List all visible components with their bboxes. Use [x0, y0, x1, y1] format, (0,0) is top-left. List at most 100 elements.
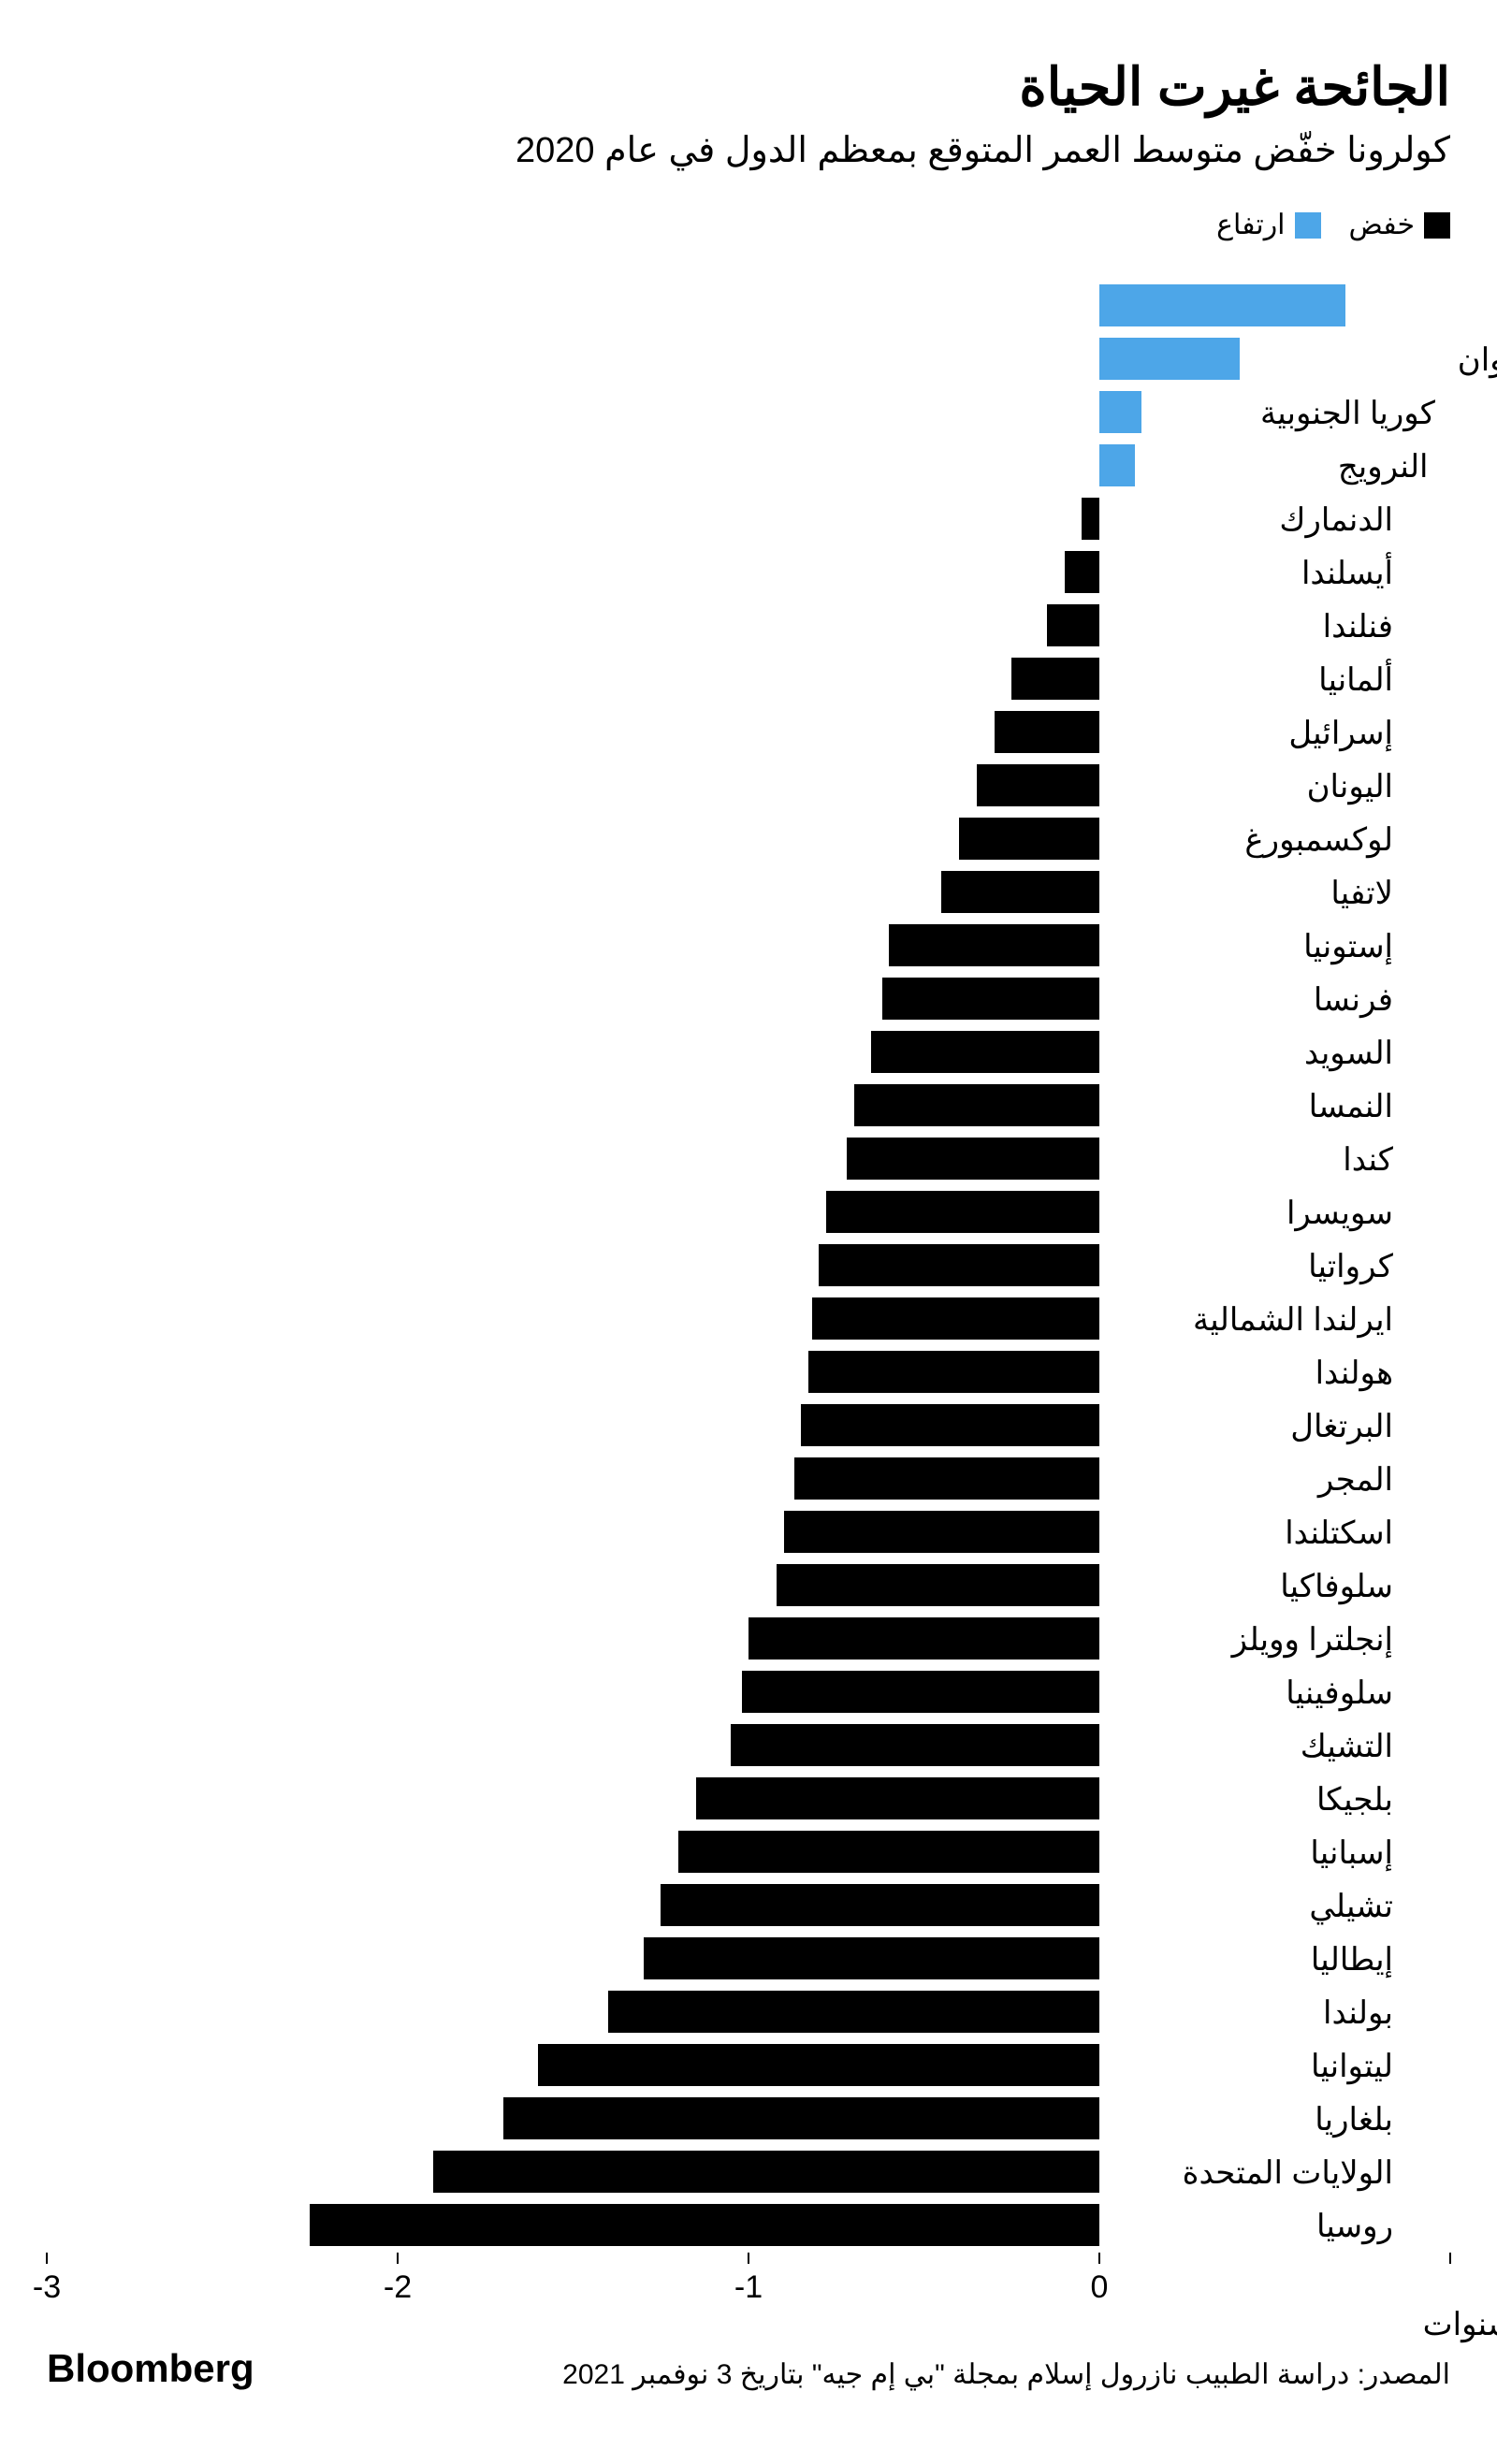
bar — [801, 1404, 1099, 1446]
bar — [854, 1084, 1100, 1126]
bar — [1047, 604, 1099, 646]
country-label: تشيلي — [1112, 1888, 1393, 1925]
bar-row: روسيا — [47, 2198, 1450, 2252]
bar-row: إستونيا — [47, 919, 1450, 972]
bar — [503, 2097, 1100, 2139]
country-label: النمسا — [1112, 1088, 1393, 1125]
country-label: إيطاليا — [1112, 1941, 1393, 1978]
bar — [1099, 338, 1240, 380]
bar-row: أيسلندا — [47, 545, 1450, 599]
bar — [1011, 658, 1099, 700]
country-label: بولندا — [1112, 1994, 1393, 2032]
x-tick-label: -2 — [384, 2269, 412, 2306]
bar-row: النمسا — [47, 1079, 1450, 1132]
country-label: أيسلندا — [1112, 555, 1393, 592]
x-tick-mark — [1098, 2253, 1100, 2264]
legend-swatch-increase — [1295, 212, 1321, 239]
country-label: الولايات المتحدة — [1112, 2154, 1393, 2192]
bar-row: اسكتلندا — [47, 1505, 1450, 1558]
bar-row: ليتوانيا — [47, 2038, 1450, 2092]
bar — [310, 2204, 1099, 2246]
country-label: سويسرا — [1112, 1195, 1393, 1232]
chart-title: الجائحة غيرت الحياة — [47, 56, 1450, 118]
bar — [812, 1297, 1100, 1340]
bar — [661, 1884, 1099, 1926]
bar-row: تشيلي — [47, 1878, 1450, 1932]
bar-row: المجر — [47, 1452, 1450, 1505]
bar-row: الدنمارك — [47, 492, 1450, 545]
footer: المصدر: دراسة الطبيب نازرول إسلام بمجلة … — [47, 2346, 1450, 2391]
bar — [1099, 284, 1345, 326]
source-text: المصدر: دراسة الطبيب نازرول إسلام بمجلة … — [562, 2358, 1450, 2391]
bar-row: بلغاريا — [47, 2092, 1450, 2145]
bar-row: كوريا الجنوبية — [47, 385, 1450, 439]
legend: خفض ارتفاع — [47, 209, 1450, 241]
x-tick-mark — [46, 2253, 48, 2264]
country-label: البرتغال — [1112, 1408, 1393, 1445]
bar — [731, 1724, 1099, 1766]
bar-row: النرويج — [47, 439, 1450, 492]
bar — [538, 2044, 1099, 2086]
country-label: المجر — [1112, 1461, 1393, 1499]
bar-row: ايرلندا الشمالية — [47, 1292, 1450, 1345]
bar-row: بلجيكا — [47, 1772, 1450, 1825]
country-label: هولندا — [1112, 1355, 1393, 1392]
bar-row: تايوان — [47, 332, 1450, 385]
country-label: بلجيكا — [1112, 1781, 1393, 1819]
legend-decrease: خفض — [1349, 209, 1450, 241]
x-tick-mark — [748, 2253, 749, 2264]
bar — [808, 1351, 1099, 1393]
country-label: السويد — [1112, 1035, 1393, 1072]
legend-increase: ارتفاع — [1216, 209, 1320, 241]
country-label: بلغاريا — [1112, 2101, 1393, 2138]
bar — [678, 1831, 1099, 1873]
bar-row: التشيك — [47, 1718, 1450, 1772]
bar — [777, 1564, 1099, 1606]
bar — [1082, 498, 1099, 540]
bar-row: إيطاليا — [47, 1932, 1450, 1985]
bar — [889, 924, 1099, 966]
legend-label-decrease: خفض — [1349, 209, 1415, 241]
bar — [941, 871, 1099, 913]
bar-row: إسرائيل — [47, 705, 1450, 759]
country-label: لاتفيا — [1112, 875, 1393, 912]
bar — [995, 711, 1100, 753]
bar — [1065, 551, 1100, 593]
bar — [882, 978, 1100, 1020]
x-axis: -3-2-101 سنوات — [47, 2253, 1450, 2309]
country-label: كندا — [1112, 1141, 1393, 1179]
bar — [977, 764, 1099, 806]
country-label: إنجلترا وويلز — [1112, 1621, 1393, 1659]
legend-swatch-decrease — [1424, 212, 1450, 239]
bar — [871, 1031, 1099, 1073]
bar-row: نيوزيلندا — [47, 279, 1450, 332]
bar-row: إسبانيا — [47, 1825, 1450, 1878]
country-label: لوكسمبورغ — [1112, 821, 1393, 859]
x-tick-mark — [397, 2253, 399, 2264]
country-label: كوريا الجنوبية — [1155, 395, 1435, 432]
bar — [433, 2151, 1100, 2193]
bar — [608, 1991, 1099, 2033]
bar — [819, 1244, 1099, 1286]
bar-row: بولندا — [47, 1985, 1450, 2038]
country-label: ايرلندا الشمالية — [1112, 1301, 1393, 1339]
country-label: سلوفاكيا — [1112, 1568, 1393, 1605]
x-tick-label: 0 — [1091, 2269, 1109, 2306]
country-label: ألمانيا — [1112, 661, 1393, 699]
bar-row: سلوفاكيا — [47, 1558, 1450, 1612]
country-label: إسرائيل — [1112, 715, 1393, 752]
bar — [847, 1138, 1099, 1180]
bar-row: الولايات المتحدة — [47, 2145, 1450, 2198]
legend-label-increase: ارتفاع — [1216, 209, 1285, 241]
bar-row: لاتفيا — [47, 865, 1450, 919]
bar — [644, 1937, 1100, 1979]
country-label: إستونيا — [1112, 928, 1393, 965]
country-label: نيوزيلندا — [1359, 288, 1497, 326]
bar-row: كرواتيا — [47, 1239, 1450, 1292]
bar-row: إنجلترا وويلز — [47, 1612, 1450, 1665]
bar-row: هولندا — [47, 1345, 1450, 1399]
bar — [1099, 391, 1141, 433]
bar-row: اليونان — [47, 759, 1450, 812]
bar — [784, 1511, 1100, 1553]
bar — [742, 1671, 1100, 1713]
